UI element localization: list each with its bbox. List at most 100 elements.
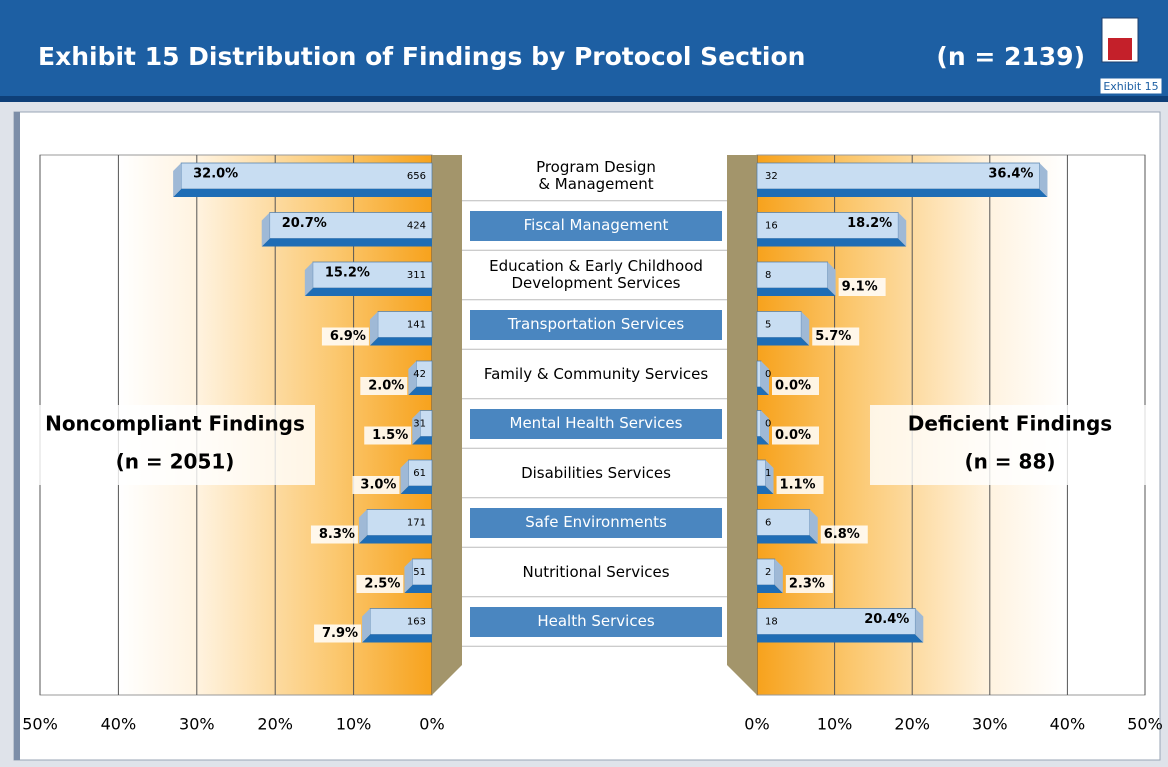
value-label-bg: [772, 377, 819, 395]
x-tick-label: 0%: [744, 715, 769, 734]
x-tick-label: 50%: [1127, 715, 1163, 734]
bar-part: [358, 535, 432, 544]
count-label: 656: [407, 171, 426, 182]
bar-part: [362, 634, 432, 643]
value-label-bg: [360, 377, 408, 395]
bar-part: [761, 410, 769, 445]
chart-subtitle: (n = 2139): [936, 42, 1085, 71]
category-label: Health Services: [470, 606, 722, 637]
bar-part: [369, 337, 432, 346]
value-label: 6.8%: [824, 527, 860, 542]
value-label-bg: [776, 476, 824, 494]
bar-part: [898, 212, 907, 247]
bar-part: [757, 634, 924, 643]
legend-name: Deficient Findings: [908, 412, 1112, 436]
bar: [358, 509, 433, 544]
count-label: 163: [407, 617, 426, 628]
value-label: 6.9%: [330, 329, 366, 344]
x-tick-label: 10%: [817, 715, 853, 734]
legend-name: Noncompliant Findings: [45, 412, 305, 436]
bar: [756, 608, 924, 643]
bar-part: [801, 311, 810, 346]
bar-part: [173, 163, 182, 197]
bar-part: [412, 436, 432, 445]
x-tick-label: 30%: [179, 715, 215, 734]
value-label-bg: [838, 278, 886, 296]
value-label-bg: [812, 327, 860, 346]
value-label: 2.0%: [368, 379, 404, 394]
bar-part: [757, 337, 810, 346]
bar: [404, 558, 433, 593]
count-label: 424: [407, 221, 426, 232]
bar: [756, 360, 769, 395]
count-label: 32: [765, 171, 778, 182]
legend-bg: [870, 405, 1150, 485]
bar-part: [1039, 163, 1048, 197]
bar-part: [412, 410, 421, 445]
category-label: Nutritional Services: [522, 562, 670, 581]
header-rule: [0, 96, 1168, 102]
value-label-bg: [785, 575, 833, 593]
bar: [304, 261, 433, 296]
bar-part: [765, 460, 774, 494]
bar-part: [757, 238, 907, 247]
bar-part: [261, 238, 432, 247]
bar: [173, 162, 433, 197]
badge-box: [1099, 77, 1163, 95]
bar-part: [377, 311, 433, 338]
bar: [756, 261, 836, 296]
category-label: Fiscal Management: [470, 210, 722, 241]
count-label: 171: [407, 518, 426, 529]
bar-part: [312, 261, 433, 289]
bar-part: [180, 162, 433, 190]
count-label: 16: [765, 221, 778, 232]
bar-part: [757, 535, 818, 544]
bar-part: [915, 608, 924, 643]
count-label: 51: [413, 567, 426, 578]
bar-part: [400, 486, 432, 494]
bar-part: [369, 311, 378, 346]
bar-part: [757, 486, 774, 494]
legend-n: (n = 2051): [116, 450, 235, 474]
bar-part: [408, 361, 417, 395]
bar-part: [757, 585, 783, 593]
bar: [756, 509, 818, 544]
bar: [362, 608, 433, 643]
bar-part: [827, 262, 836, 296]
x-tick-label: 0%: [419, 715, 444, 734]
x-tick-label: 20%: [894, 715, 930, 734]
bar-part: [757, 436, 769, 445]
bar-part: [173, 189, 432, 197]
bar: [408, 360, 433, 395]
count-label: 1: [765, 468, 771, 479]
badge: Exhibit 15: [1103, 80, 1158, 93]
bar: [756, 410, 769, 445]
value-label: 2.3%: [789, 577, 825, 592]
value-label: 32.0%: [193, 167, 238, 182]
x-tick-label: 20%: [257, 715, 293, 734]
value-label: 8.3%: [319, 527, 355, 542]
value-label: 18.2%: [847, 216, 892, 231]
bar-part: [366, 509, 433, 536]
bar-part: [404, 585, 432, 593]
category-label: Disabilities Services: [521, 463, 671, 482]
bar-part: [304, 262, 313, 296]
value-label-bg: [352, 476, 400, 494]
bar-part: [756, 410, 762, 437]
x-tick-label: 10%: [336, 715, 372, 734]
value-label: 20.4%: [864, 612, 909, 627]
bar-part: [400, 460, 409, 494]
count-label: 18: [765, 617, 778, 628]
value-label: 15.2%: [325, 266, 370, 281]
value-label-bg: [772, 426, 819, 445]
legend-bg: [35, 405, 315, 485]
bar: [756, 162, 1048, 197]
category-label: Mental Health Services: [470, 408, 722, 439]
count-label: 61: [413, 468, 426, 479]
bar-part: [404, 559, 413, 593]
value-label-bg: [364, 426, 412, 445]
category-label: Transportation Services: [470, 309, 722, 340]
value-label-bg: [321, 327, 369, 346]
count-label: 0: [765, 419, 771, 430]
